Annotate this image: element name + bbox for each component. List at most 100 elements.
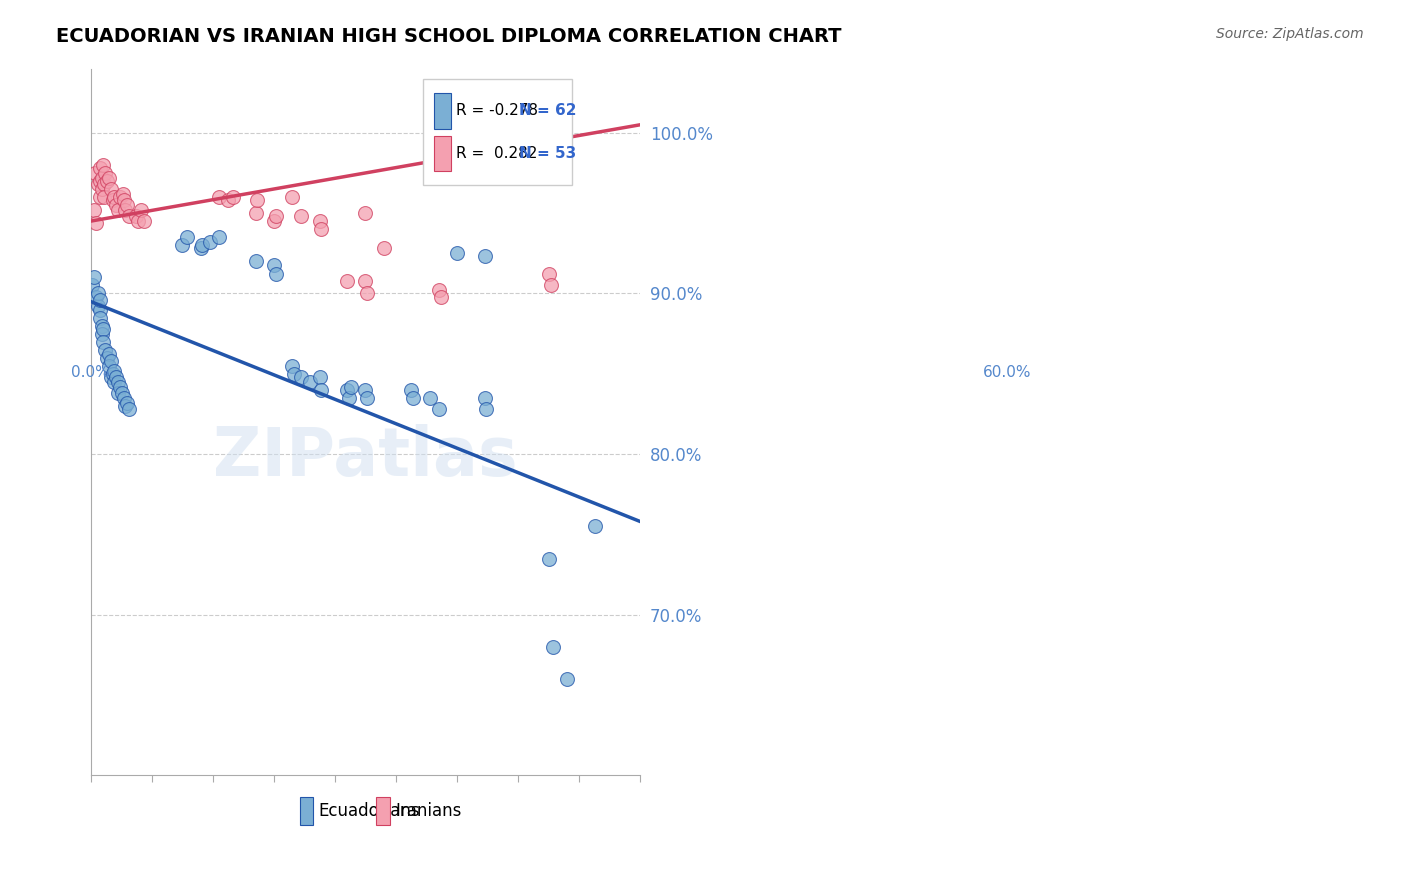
Ecuadorians	[474, 250, 496, 264]
Iranians	[354, 274, 377, 288]
Iranians	[221, 190, 243, 204]
Iranians	[114, 202, 136, 217]
Text: N = 62: N = 62	[519, 103, 576, 119]
Iranians	[246, 194, 269, 208]
Iranians	[429, 290, 451, 304]
Ecuadorians	[90, 326, 112, 341]
Iranians	[89, 161, 111, 175]
Iranians	[208, 190, 231, 204]
Ecuadorians	[475, 402, 498, 417]
Text: 60.0%: 60.0%	[983, 366, 1031, 380]
Ecuadorians	[543, 640, 565, 654]
Ecuadorians	[446, 246, 468, 260]
Bar	[377, 797, 391, 825]
Ecuadorians	[208, 230, 231, 244]
Ecuadorians	[191, 238, 214, 252]
Iranians	[84, 216, 107, 230]
Ecuadorians	[245, 254, 267, 268]
Ecuadorians	[114, 399, 136, 413]
Iranians	[107, 202, 129, 217]
Iranians	[356, 286, 378, 301]
Text: ZIPatlas: ZIPatlas	[214, 425, 517, 491]
Iranians	[101, 194, 124, 208]
Text: 0.0%: 0.0%	[72, 366, 110, 380]
Ecuadorians	[290, 370, 312, 384]
Iranians	[537, 267, 560, 281]
Iranians	[263, 214, 285, 228]
Iranians	[354, 206, 377, 220]
Text: N = 53: N = 53	[519, 146, 576, 161]
Ecuadorians	[299, 375, 322, 389]
Ecuadorians	[107, 375, 129, 389]
Iranians	[93, 177, 115, 191]
Ecuadorians	[93, 334, 115, 349]
Ecuadorians	[311, 383, 333, 397]
Iranians	[446, 166, 468, 180]
Iranians	[84, 166, 107, 180]
Ecuadorians	[176, 230, 198, 244]
Ecuadorians	[97, 347, 120, 361]
Iranians	[117, 198, 139, 212]
Iranians	[281, 190, 304, 204]
Iranians	[245, 206, 267, 220]
Ecuadorians	[354, 383, 377, 397]
Text: Ecuadorians: Ecuadorians	[319, 802, 420, 820]
Iranians	[100, 182, 122, 196]
Text: Iranians: Iranians	[395, 802, 463, 820]
Iranians	[105, 198, 128, 212]
Ecuadorians	[583, 519, 606, 533]
Ecuadorians	[89, 310, 111, 325]
Ecuadorians	[474, 391, 496, 405]
Ecuadorians	[337, 391, 360, 405]
Iranians	[93, 158, 115, 172]
Ecuadorians	[555, 672, 578, 686]
Ecuadorians	[89, 293, 111, 307]
Iranians	[132, 214, 155, 228]
Ecuadorians	[105, 370, 128, 384]
Bar	[299, 797, 314, 825]
Ecuadorians	[283, 367, 305, 381]
Ecuadorians	[97, 359, 120, 373]
Iranians	[94, 166, 117, 180]
Ecuadorians	[427, 402, 450, 417]
Iranians	[427, 283, 450, 297]
Iranians	[311, 222, 333, 236]
Text: R =  0.282: R = 0.282	[456, 146, 537, 161]
Ecuadorians	[281, 359, 304, 373]
Iranians	[290, 210, 312, 224]
Ecuadorians	[94, 343, 117, 357]
Iranians	[108, 190, 131, 204]
Bar	[434, 94, 451, 128]
Ecuadorians	[103, 363, 125, 377]
Iranians	[90, 170, 112, 185]
Iranians	[93, 190, 115, 204]
Ecuadorians	[336, 383, 359, 397]
Ecuadorians	[107, 386, 129, 401]
Ecuadorians	[101, 367, 124, 381]
Ecuadorians	[264, 267, 287, 281]
Iranians	[127, 214, 149, 228]
Iranians	[118, 210, 141, 224]
Iranians	[103, 190, 125, 204]
Ecuadorians	[87, 286, 110, 301]
Ecuadorians	[117, 395, 139, 409]
Ecuadorians	[340, 379, 363, 393]
Ecuadorians	[537, 551, 560, 566]
Text: Source: ZipAtlas.com: Source: ZipAtlas.com	[1216, 27, 1364, 41]
Iranians	[264, 210, 287, 224]
Iranians	[129, 202, 152, 217]
Ecuadorians	[93, 322, 115, 336]
Iranians	[87, 177, 110, 191]
Bar	[434, 136, 451, 171]
Ecuadorians	[108, 379, 131, 393]
Iranians	[308, 214, 330, 228]
Iranians	[112, 194, 135, 208]
Ecuadorians	[308, 370, 330, 384]
Text: ECUADORIAN VS IRANIAN HIGH SCHOOL DIPLOMA CORRELATION CHART: ECUADORIAN VS IRANIAN HIGH SCHOOL DIPLOM…	[56, 27, 842, 45]
Ecuadorians	[103, 375, 125, 389]
Iranians	[90, 182, 112, 196]
Ecuadorians	[96, 351, 118, 365]
Iranians	[89, 190, 111, 204]
FancyBboxPatch shape	[423, 79, 572, 186]
Iranians	[217, 194, 239, 208]
